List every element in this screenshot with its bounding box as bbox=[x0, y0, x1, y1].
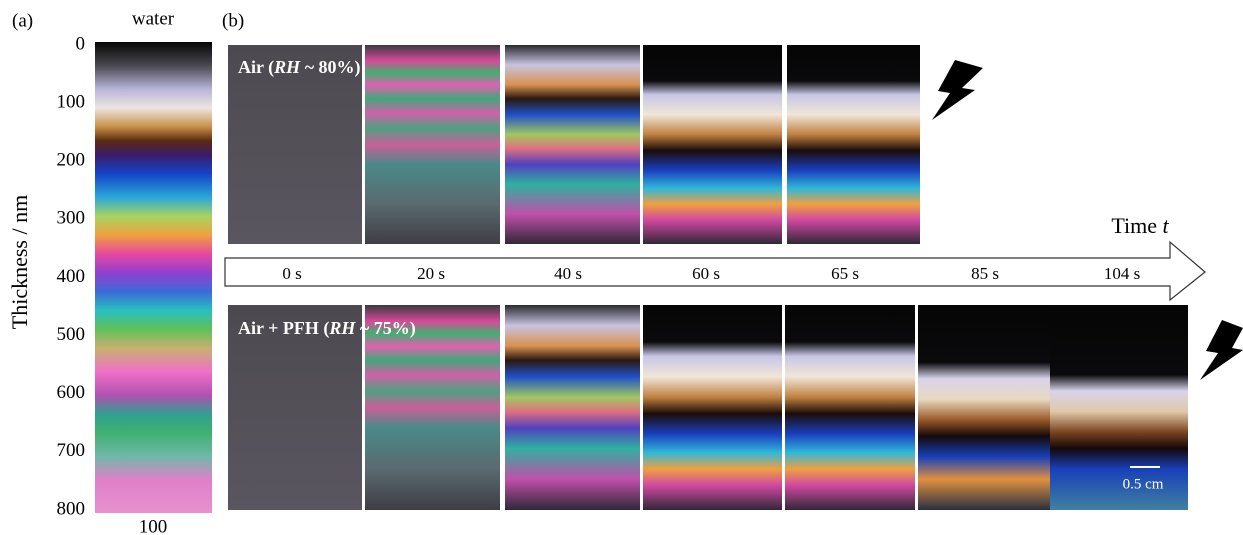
tick-label: 100 bbox=[57, 91, 86, 112]
time-arrow bbox=[224, 240, 1206, 302]
lightning-icon bbox=[1200, 320, 1243, 380]
panel-label: (a) bbox=[12, 10, 33, 31]
time-axis-label: Time t bbox=[1111, 213, 1169, 238]
colorbar-title: water bbox=[132, 8, 175, 29]
bottom-row-photos bbox=[228, 305, 1188, 510]
time-label: 0 s bbox=[282, 264, 301, 283]
colorbar-footer: 100 bbox=[139, 516, 168, 535]
time-label: 85 s bbox=[971, 264, 999, 283]
scale-bar-label: 0.5 cm bbox=[1123, 476, 1164, 492]
time-label: 65 s bbox=[831, 264, 859, 283]
tick-label: 600 bbox=[57, 382, 86, 403]
tick-label: 400 bbox=[57, 266, 86, 287]
axis-label: Thickness / nm bbox=[7, 195, 32, 329]
tick-label: 700 bbox=[57, 440, 86, 461]
tick-label: 0 bbox=[76, 33, 86, 54]
row-label: Air (RH ~ 80%) bbox=[238, 57, 361, 78]
time-label: 104 s bbox=[1104, 264, 1140, 283]
tick-label: 800 bbox=[57, 498, 86, 519]
row-label: Air + PFH (RH ~ 75%) bbox=[238, 318, 416, 339]
top-row-photos bbox=[228, 45, 920, 244]
tick-label: 300 bbox=[57, 208, 86, 229]
time-label: 40 s bbox=[554, 264, 582, 283]
lightning-icon bbox=[932, 60, 983, 120]
panel-label: (b) bbox=[222, 10, 244, 31]
tick-label: 200 bbox=[57, 150, 86, 171]
time-label: 20 s bbox=[417, 264, 445, 283]
time-label: 60 s bbox=[692, 264, 720, 283]
tick-label: 500 bbox=[57, 324, 86, 345]
colorbar bbox=[95, 42, 212, 513]
